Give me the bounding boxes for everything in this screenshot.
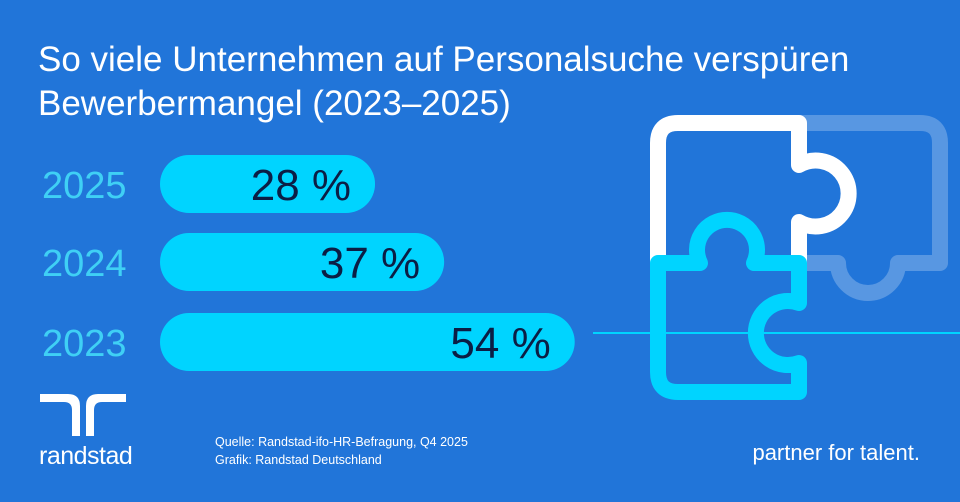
tagline: partner for talent.	[752, 440, 920, 465]
data-label: 28 %	[251, 161, 351, 210]
puzzle-piece-cyan	[650, 212, 807, 400]
logo-text: randstad	[39, 442, 133, 470]
title-line-2: Bewerbermangel (2023–2025)	[38, 84, 511, 123]
bar-2023	[160, 313, 575, 371]
source-note: Quelle: Randstad-ifo-HR-Befragung, Q4 20…	[215, 433, 468, 469]
category-label: 2025	[42, 165, 127, 207]
bar-2025	[160, 155, 376, 213]
category-label: 2024	[42, 243, 127, 285]
puzzle-piece-white	[650, 115, 857, 271]
graphic-credit: Grafik: Randstad Deutschland	[215, 453, 382, 467]
source-text: Quelle: Randstad-ifo-HR-Befragung, Q4 20…	[215, 435, 468, 449]
puzzle-icon	[650, 115, 948, 400]
bar-2024	[160, 233, 445, 291]
title-line-1: So viele Unternehmen auf Personalsuche v…	[38, 40, 850, 79]
data-label: 54 %	[450, 319, 550, 368]
page-title: So viele Unternehmen auf Personalsuche v…	[38, 38, 849, 126]
randstad-logo-icon	[40, 394, 126, 436]
category-label: 2023	[42, 323, 127, 365]
puzzle-piece-faded	[791, 115, 948, 301]
data-label: 37 %	[320, 239, 420, 288]
